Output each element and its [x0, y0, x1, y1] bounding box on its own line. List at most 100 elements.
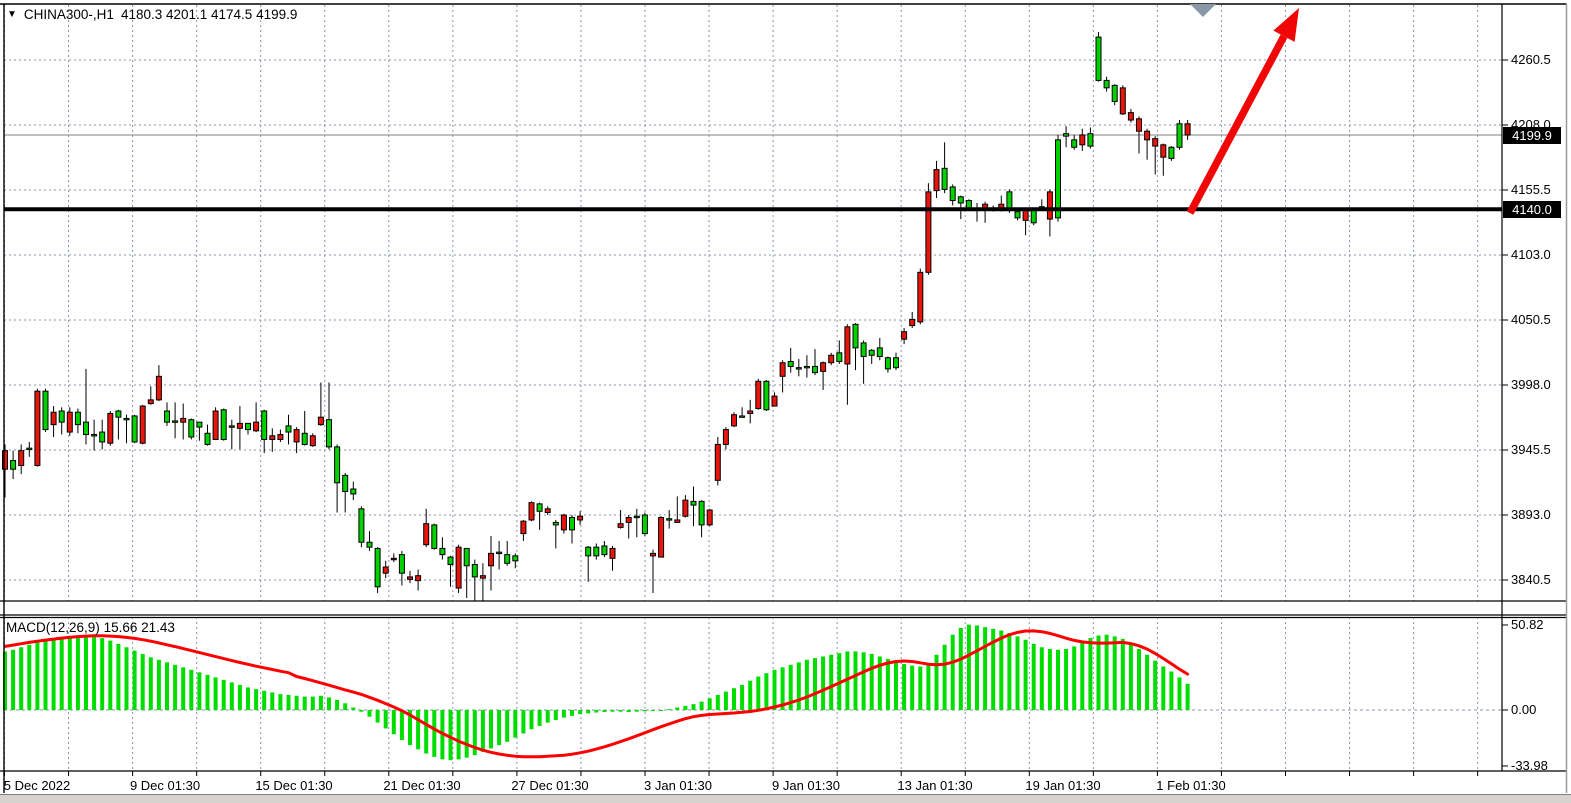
- candle-bearish: [1144, 130, 1151, 141]
- candle-bearish: [415, 575, 422, 582]
- candle-bullish: [1168, 146, 1175, 159]
- macd-histogram-bar: [213, 677, 218, 710]
- candle-bullish: [666, 518, 673, 521]
- macd-histogram-bar: [327, 697, 331, 710]
- candle-bearish: [658, 516, 665, 558]
- macd-signal-line: [3, 629, 1190, 759]
- candle-bullish: [204, 432, 211, 445]
- macd-histogram-bar: [740, 684, 745, 710]
- macd-histogram-bar: [634, 710, 639, 712]
- macd-histogram-bar: [92, 636, 97, 710]
- macd-histogram-bar: [318, 695, 323, 710]
- macd-histogram-bar: [189, 669, 194, 710]
- macd-histogram-bar: [1161, 666, 1166, 710]
- macd-histogram-bar: [229, 682, 234, 710]
- candle-bearish: [722, 429, 729, 445]
- macd-histogram-bar: [59, 637, 64, 710]
- candle-bearish: [155, 375, 162, 401]
- macd-histogram-bar: [756, 676, 761, 710]
- candle-bearish: [844, 326, 851, 365]
- time-tick-label: 13 Jan 01:30: [897, 778, 973, 793]
- macd-histogram-bar: [602, 710, 607, 713]
- macd-histogram-bar: [942, 644, 947, 710]
- candle-bullish: [350, 488, 357, 495]
- candle-bearish: [139, 405, 146, 444]
- candle-bullish: [58, 410, 65, 423]
- macd-histogram-bar: [537, 710, 542, 726]
- macd-histogram-bar: [553, 710, 558, 721]
- macd-tick-label: 0.00: [1511, 702, 1537, 717]
- candle-bullish: [358, 508, 365, 543]
- candle-bullish: [334, 446, 341, 484]
- time-tick-label: 1 Feb 01:30: [1156, 778, 1226, 793]
- candle-bullish: [228, 425, 235, 428]
- candle-bearish: [779, 362, 786, 377]
- candle-bullish: [965, 200, 972, 209]
- macd-params-label: MACD(12,26,9): [6, 620, 100, 635]
- trend-arrow-shaft[interactable]: [1186, 34, 1288, 215]
- macd-histogram-bar: [594, 710, 599, 713]
- candle-bullish: [1103, 79, 1110, 89]
- candle-bearish: [706, 509, 713, 526]
- candle-bullish: [91, 434, 98, 437]
- macd-histogram-bar: [456, 710, 461, 760]
- macd-histogram-bar: [262, 690, 267, 710]
- macd-histogram-bar: [19, 647, 24, 710]
- macd-histogram-bar: [246, 687, 250, 710]
- candle-bearish: [617, 523, 624, 528]
- candle-bullish: [1030, 209, 1037, 224]
- candle-bearish: [925, 191, 932, 273]
- macd-histogram-bar: [651, 710, 655, 711]
- candle-bullish: [496, 551, 503, 555]
- candle-bearish: [317, 416, 324, 426]
- candle-bullish: [1055, 139, 1061, 219]
- macd-histogram-bar: [205, 674, 210, 710]
- macd-histogram-bar: [84, 635, 88, 710]
- candle-bullish: [374, 547, 381, 588]
- macd-histogram-bar: [1128, 643, 1133, 710]
- candle-bullish: [431, 524, 438, 549]
- candle-bullish: [1176, 123, 1183, 148]
- candle-bearish: [34, 390, 41, 466]
- candle-bullish: [884, 357, 891, 370]
- candle-bullish: [1095, 36, 1102, 81]
- candle-bullish: [601, 545, 608, 556]
- candle-bearish: [236, 422, 243, 429]
- candle-bullish: [463, 547, 470, 567]
- price-tick-label: 3998.0: [1511, 377, 1551, 392]
- candle-bullish: [641, 514, 648, 535]
- macd-histogram-bar: [67, 636, 72, 710]
- candle-bullish: [860, 342, 867, 358]
- macd-histogram-bar: [894, 661, 898, 710]
- time-tick-label: 5 Dec 2022: [3, 778, 71, 793]
- macd-histogram-bar: [885, 658, 890, 710]
- time-tick-label: 27 Dec 01:30: [511, 778, 589, 793]
- macd-histogram-bar: [586, 710, 591, 714]
- macd-histogram-bar: [626, 710, 631, 713]
- symbol-timeframe-label: CHINA300-,H1: [23, 7, 114, 22]
- trend-arrow-head[interactable]: [1273, 8, 1299, 42]
- candle-bearish: [455, 546, 462, 589]
- candle-bullish: [366, 541, 373, 548]
- macd-histogram-bar: [1015, 636, 1020, 710]
- triangle-marker-icon[interactable]: [1190, 4, 1216, 17]
- candle-bullish: [941, 167, 948, 190]
- candle-bearish: [277, 434, 284, 440]
- candle-bearish: [107, 412, 114, 444]
- macd-indicator-label: MACD(12,26,9) 15.66 21.43: [6, 620, 175, 635]
- candle-bullish: [220, 409, 227, 440]
- macd-histogram-bar: [108, 640, 113, 710]
- candle-bullish: [164, 410, 170, 423]
- candle-bullish: [301, 432, 308, 445]
- macd-histogram-bar: [991, 628, 996, 710]
- macd-histogram-bar: [796, 662, 801, 710]
- candle-bullish: [131, 415, 138, 443]
- candle-bearish: [674, 519, 681, 523]
- candle-bullish: [690, 500, 697, 506]
- symbol-dropdown-icon[interactable]: ▼: [7, 8, 17, 20]
- candle-bullish: [1014, 211, 1021, 219]
- candle-bullish: [585, 546, 592, 557]
- macd-histogram-bar: [148, 657, 153, 710]
- candle-bearish: [66, 411, 73, 433]
